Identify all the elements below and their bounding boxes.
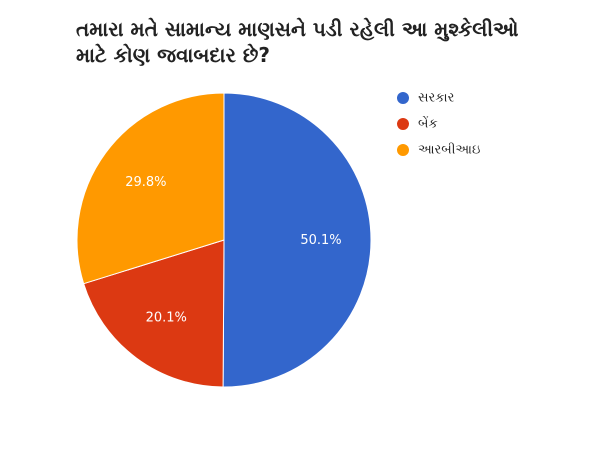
data-label: 50.1% bbox=[300, 233, 341, 248]
pie-slice bbox=[222, 92, 372, 388]
chart-title: તમારા મતે સામાન્ય માણસને પડી રહેલી આ મુશ… bbox=[76, 17, 519, 67]
pie-slice bbox=[83, 239, 225, 388]
pie-slice bbox=[76, 92, 225, 285]
legend-label: આરબીઆઇ bbox=[418, 142, 480, 158]
legend-label: બેંક bbox=[418, 115, 438, 131]
legend-marker bbox=[397, 144, 409, 156]
legend-label: સરકાર bbox=[418, 91, 455, 106]
legend-marker bbox=[397, 92, 409, 104]
data-label: 29.8% bbox=[125, 175, 166, 190]
legend-marker bbox=[397, 118, 409, 130]
data-label: 20.1% bbox=[146, 310, 187, 325]
